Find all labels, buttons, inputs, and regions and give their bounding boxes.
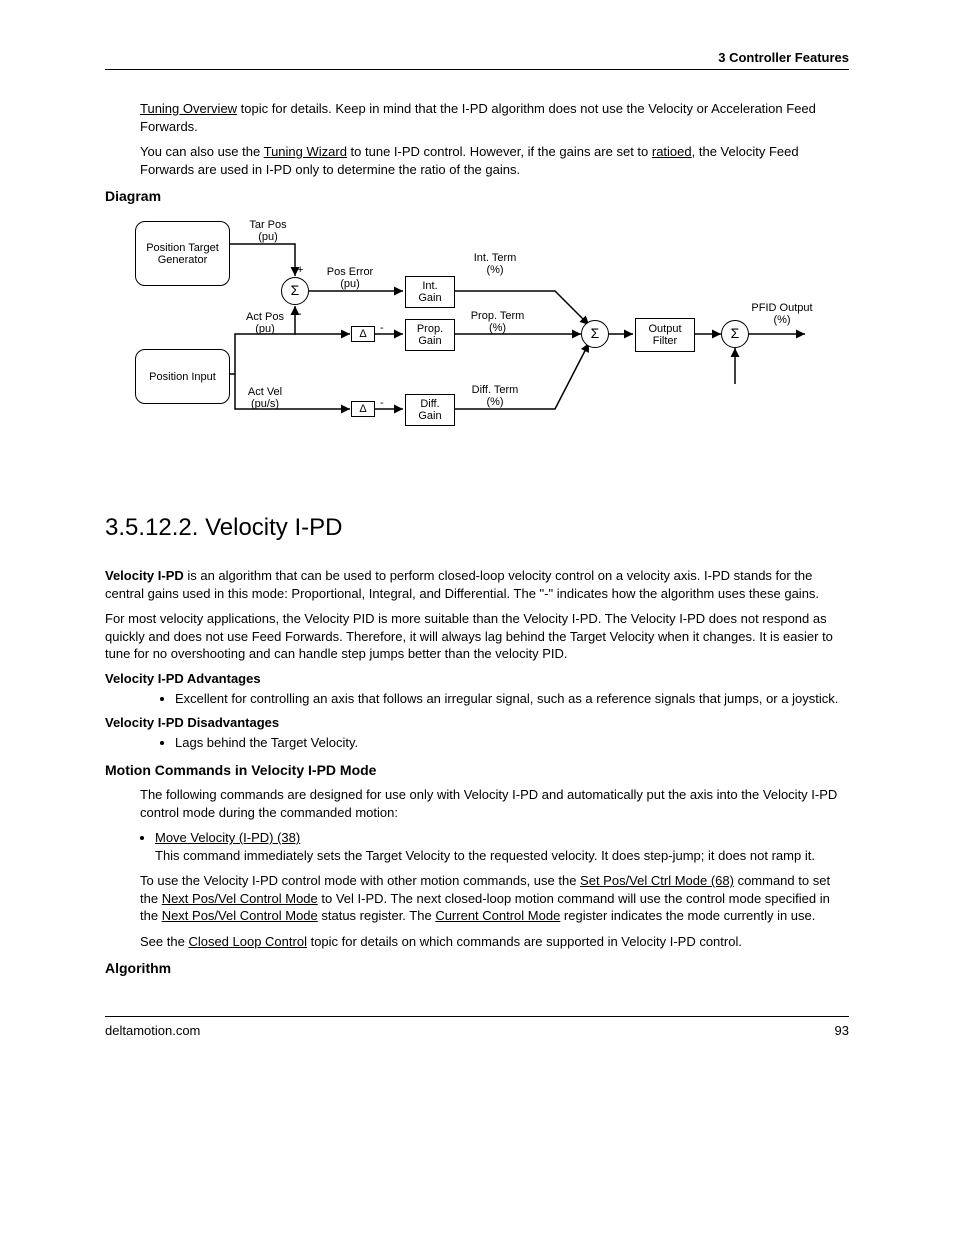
adv-item-1: Excellent for controlling an axis that f… <box>175 690 849 708</box>
box-output-filter: Output Filter <box>635 318 695 352</box>
motion-p2: To use the Velocity I-PD control mode wi… <box>140 872 849 925</box>
lbl-pos-error: Pos Error (pu) <box>320 266 380 290</box>
link-tuning-wizard[interactable]: Tuning Wizard <box>264 144 347 159</box>
motion-heading: Motion Commands in Velocity I-PD Mode <box>105 762 849 778</box>
link-current-ctrl[interactable]: Current Control Mode <box>435 908 560 923</box>
footer-site: deltamotion.com <box>105 1023 200 1038</box>
link-tuning-overview[interactable]: Tuning Overview <box>140 101 237 116</box>
page-header: 3 Controller Features <box>105 50 849 70</box>
link-next-posvel-1[interactable]: Next Pos/Vel Control Mode <box>162 891 318 906</box>
intro-p2: You can also use the Tuning Wizard to tu… <box>140 143 849 178</box>
cmd-list: Move Velocity (I-PD) (38) This command i… <box>105 829 849 864</box>
sum-2: Σ <box>581 320 609 348</box>
sign-minus: - <box>298 308 302 320</box>
dis-list: Lags behind the Target Velocity. <box>105 734 849 752</box>
lbl-int-term: Int. Term (%) <box>465 252 525 276</box>
link-set-posvel[interactable]: Set Pos/Vel Ctrl Mode (68) <box>580 873 734 888</box>
box-pos-input: Position Input <box>135 349 230 404</box>
page-footer: deltamotion.com 93 <box>105 1016 849 1038</box>
link-ratioed[interactable]: ratioed <box>652 144 692 159</box>
sec-p2: For most velocity applications, the Velo… <box>105 610 849 663</box>
delta-1: Δ <box>351 326 375 342</box>
dis-item-1: Lags behind the Target Velocity. <box>175 734 849 752</box>
lbl-pfid-out: PFID Output (%) <box>747 302 817 326</box>
box-pos-target-gen: Position Target Generator <box>135 221 230 286</box>
footer-page: 93 <box>835 1023 849 1038</box>
diagram-heading: Diagram <box>105 188 849 204</box>
intro-p1: Tuning Overview topic for details. Keep … <box>140 100 849 135</box>
section-title: 3.5.12.2. Velocity I-PD <box>105 514 849 542</box>
link-next-posvel-2[interactable]: Next Pos/Vel Control Mode <box>162 908 318 923</box>
block-diagram: Position Target Generator Position Input… <box>135 214 815 464</box>
sum-1: Σ <box>281 277 309 305</box>
algo-heading: Algorithm <box>105 960 849 976</box>
adv-list: Excellent for controlling an axis that f… <box>105 690 849 708</box>
dis-heading: Velocity I-PD Disadvantages <box>105 715 849 730</box>
sign-plus: + <box>297 264 303 276</box>
box-int-gain: Int. Gain <box>405 276 455 308</box>
delta-2: Δ <box>351 401 375 417</box>
lbl-diff-term: Diff. Term (%) <box>465 384 525 408</box>
sec-p1: Velocity I-PD is an algorithm that can b… <box>105 567 849 602</box>
cmd-item: Move Velocity (I-PD) (38) This command i… <box>155 829 849 864</box>
lbl-act-vel: Act Vel (pu/s) <box>240 386 290 410</box>
lbl-act-pos: Act Pos (pu) <box>240 311 290 335</box>
lbl-tar-pos: Tar Pos (pu) <box>243 219 293 243</box>
box-diff-gain: Diff. Gain <box>405 394 455 426</box>
link-move-velocity[interactable]: Move Velocity (I-PD) (38) <box>155 830 300 845</box>
lbl-prop-term: Prop. Term (%) <box>465 310 530 334</box>
motion-p3: See the Closed Loop Control topic for de… <box>140 933 849 951</box>
motion-p1: The following commands are designed for … <box>140 786 849 821</box>
sign-minus-2: - <box>380 322 384 334</box>
adv-heading: Velocity I-PD Advantages <box>105 671 849 686</box>
sum-3: Σ <box>721 320 749 348</box>
sign-minus-3: - <box>380 397 384 409</box>
box-prop-gain: Prop. Gain <box>405 319 455 351</box>
link-closed-loop[interactable]: Closed Loop Control <box>188 934 307 949</box>
